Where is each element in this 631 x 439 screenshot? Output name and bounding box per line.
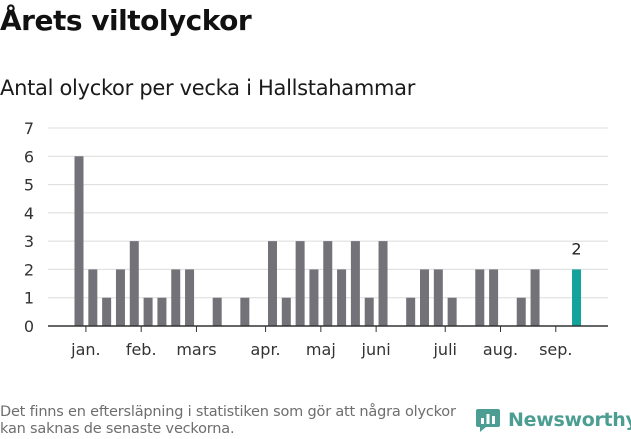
y-tick-label: 1 — [24, 289, 34, 308]
x-tick-label: juni — [361, 340, 391, 359]
chart-subtitle: Antal olyckor per vecka i Hallstahammar — [0, 76, 416, 100]
brand-name: Newsworthy — [508, 409, 631, 431]
y-tick-label: 4 — [24, 204, 34, 223]
bar — [489, 269, 499, 326]
bar — [323, 241, 333, 326]
x-tick-label: juli — [432, 340, 456, 359]
y-axis-ticks: 0 1 2 3 4 5 6 7 — [24, 119, 34, 336]
x-tick-label: sep. — [539, 340, 572, 359]
bar — [143, 297, 153, 326]
x-tick-label: maj — [306, 340, 336, 359]
bar — [281, 297, 291, 326]
footnote: Det finns en eftersläpning i statistiken… — [0, 404, 456, 437]
bar — [74, 156, 84, 326]
x-tick-label: jan. — [70, 340, 100, 359]
x-tick-label: aug. — [483, 340, 518, 359]
bar — [572, 269, 582, 326]
bar — [364, 297, 374, 326]
y-tick-label: 5 — [24, 176, 34, 195]
y-tick-label: 3 — [24, 232, 34, 251]
bar — [516, 297, 526, 326]
bar — [406, 297, 416, 326]
bar — [185, 269, 195, 326]
bar — [309, 269, 319, 326]
bar — [420, 269, 429, 326]
bar — [240, 297, 250, 326]
bar — [530, 269, 540, 326]
page-title: Årets viltolyckor — [0, 4, 252, 37]
bar — [129, 241, 139, 326]
bar — [378, 241, 388, 326]
bar — [267, 241, 277, 326]
bar — [447, 297, 457, 326]
data-labels: 2 — [571, 239, 581, 258]
x-axis-ticks: jan. feb. mars apr. maj juni juli aug. sep. — [70, 326, 573, 359]
bar — [433, 269, 443, 326]
bar — [295, 241, 305, 326]
x-tick-label: mars — [176, 340, 216, 359]
x-tick-label: apr. — [250, 340, 280, 359]
bar — [171, 269, 181, 326]
bar — [337, 269, 347, 326]
y-tick-label: 7 — [24, 119, 34, 138]
bar — [102, 297, 112, 326]
bar — [115, 269, 125, 326]
bar — [157, 297, 167, 326]
bars — [74, 156, 582, 326]
bar — [475, 269, 485, 326]
y-tick-label: 6 — [24, 147, 34, 166]
newsworthy-logo-icon — [476, 409, 500, 432]
y-tick-label: 2 — [24, 260, 34, 279]
weekly-accidents-bar-chart: 0 1 2 3 4 5 6 7 2 jan. feb. mars apr. maj juni juli au… — [24, 119, 608, 359]
bar — [88, 269, 98, 326]
bar — [212, 297, 222, 326]
brand-logo: Newsworthy — [475, 407, 631, 433]
y-tick-label: 0 — [24, 317, 34, 336]
bar — [350, 241, 360, 326]
x-tick-label: feb. — [126, 340, 157, 359]
data-label: 2 — [571, 239, 581, 258]
